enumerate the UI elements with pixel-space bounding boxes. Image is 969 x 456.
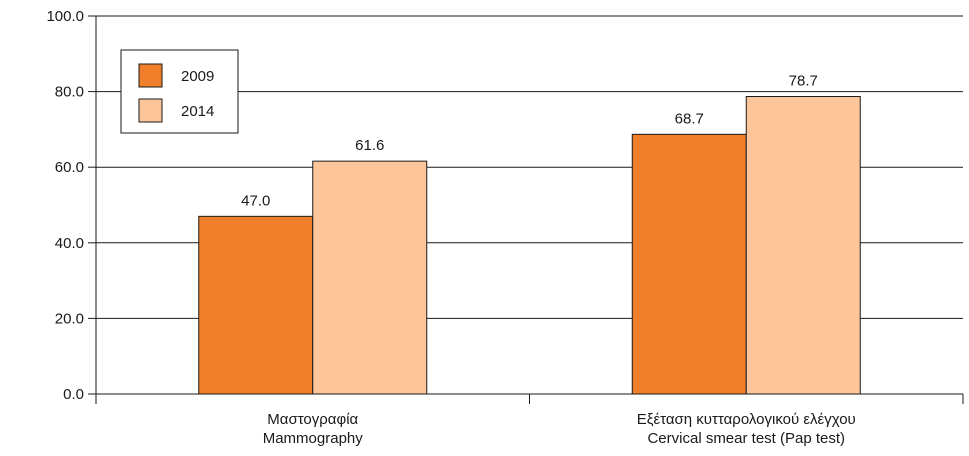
y-tick-label: 0.0: [63, 386, 84, 403]
data-label: 78.7: [789, 73, 818, 90]
legend: 2009 2014: [120, 49, 239, 134]
y-tick-label: 100.0: [46, 8, 84, 25]
category-label: Μαστογραφία: [267, 411, 358, 428]
y-tick-label: 60.0: [55, 159, 84, 176]
data-label: 61.6: [355, 137, 384, 154]
legend-label-2009: 2009: [181, 68, 214, 85]
category-label: Εξέταση κυτταρολογικού ελέγχου: [637, 411, 856, 428]
y-tick-label: 80.0: [55, 84, 84, 101]
y-tick-label: 20.0: [55, 310, 84, 327]
legend-swatch-2009: [138, 63, 163, 88]
category-labels: Μαστογραφία Mammography Εξέταση κυτταρολογ…: [263, 411, 856, 447]
data-label: 47.0: [241, 192, 270, 209]
category-label: Cervical smear test (Pap test): [647, 430, 845, 447]
legend-label-2014: 2014: [181, 103, 214, 120]
y-tick-label: 40.0: [55, 235, 84, 252]
bar-2014-cat-1: [745, 96, 861, 395]
data-label: 68.7: [675, 110, 704, 127]
bars: [198, 96, 861, 395]
bar-2014-cat-0: [312, 160, 428, 395]
data-labels: 47.0 61.6 68.7 78.7: [241, 73, 818, 210]
legend-swatch-2014: [138, 98, 163, 123]
category-label: Mammography: [263, 430, 364, 447]
bar-2009-cat-0: [198, 215, 314, 395]
bar-2009-cat-1: [631, 133, 747, 395]
